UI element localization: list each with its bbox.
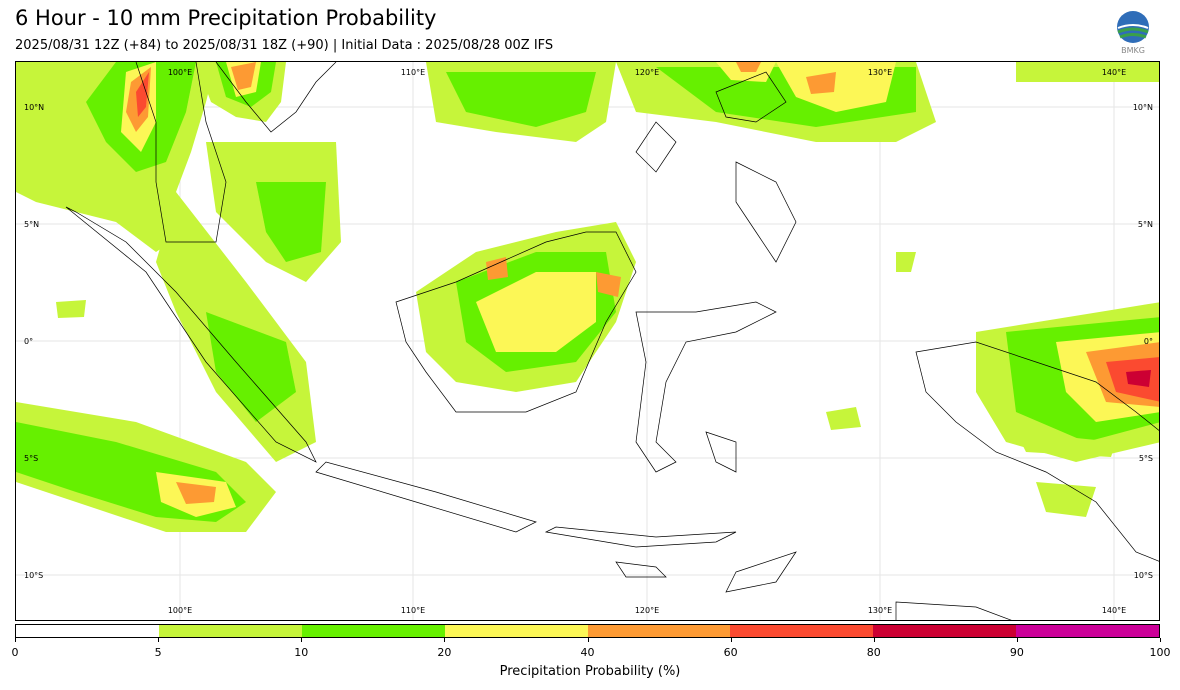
lat-labels-right: 10°N 5°N 0° 5°S 10°S: [1133, 103, 1153, 580]
colorbar-tick-label: 80: [866, 646, 881, 659]
colorbar-tick-mark: [444, 638, 446, 642]
lat-label-left: 10°N: [24, 103, 44, 112]
lon-labels-top: 100°E 110°E 120°E 130°E 140°E: [168, 68, 1126, 77]
bmkg-logo: BMKG: [1114, 10, 1152, 56]
lon-label-top: 100°E: [168, 68, 192, 77]
lon-label-bottom: 100°E: [168, 606, 192, 615]
lat-label-left: 10°S: [24, 571, 43, 580]
colorbar-segment: [301, 625, 445, 637]
colorbar-segment: [444, 625, 588, 637]
colorbar-tick-label: 60: [723, 646, 738, 659]
lat-label-right: 5°N: [1138, 220, 1153, 229]
lon-label-top: 130°E: [868, 68, 892, 77]
colorbar: [15, 624, 1160, 638]
lat-label-left: 5°S: [24, 454, 38, 463]
colorbar-tick-mark: [15, 638, 16, 642]
colorbar-tick-mark: [587, 638, 589, 642]
colorbar-tick-mark: [730, 638, 732, 642]
chart-subtitle: 2025/08/31 12Z (+84) to 2025/08/31 18Z (…: [15, 38, 554, 53]
lon-label-bottom: 130°E: [868, 606, 892, 615]
colorbar-segment: [730, 625, 874, 637]
lat-label-left: 0°: [24, 337, 33, 346]
lon-label-top: 140°E: [1102, 68, 1126, 77]
lon-label-bottom: 110°E: [401, 606, 425, 615]
colorbar-tick-label: 0: [11, 646, 19, 659]
lon-label-top: 120°E: [635, 68, 659, 77]
colorbar-tick-label: 40: [580, 646, 595, 659]
lat-label-right: 10°N: [1133, 103, 1153, 112]
colorbar-tick-label: 90: [1009, 646, 1024, 659]
precipitation-map[interactable]: 100°E 110°E 120°E 130°E 140°E 100°E 110°…: [15, 61, 1160, 621]
colorbar-tick-mark: [873, 638, 875, 642]
colorbar-tick-label: 100: [1149, 646, 1171, 659]
lon-labels-bottom: 100°E 110°E 120°E 130°E 140°E: [168, 606, 1126, 615]
lon-label-bottom: 120°E: [635, 606, 659, 615]
colorbar-segment: [1016, 625, 1159, 637]
logo-text: BMKG: [1121, 46, 1145, 55]
colorbar-tick-label: 10: [294, 646, 309, 659]
colorbar-tick-mark: [1016, 638, 1018, 642]
precip-fields: [16, 62, 1159, 532]
colorbar-segment: [158, 625, 302, 637]
colorbar-segment: [16, 625, 159, 637]
colorbar-segment: [873, 625, 1017, 637]
lat-labels-left: 10°N 5°N 0° 5°S 10°S: [24, 103, 44, 580]
colorbar-tick-mark: [301, 638, 303, 642]
lon-label-bottom: 140°E: [1102, 606, 1126, 615]
map-canvas: 100°E 110°E 120°E 130°E 140°E 100°E 110°…: [16, 62, 1159, 620]
colorbar-tick-label: 20: [437, 646, 452, 659]
lon-label-top: 110°E: [401, 68, 425, 77]
lat-label-right: 0°: [1144, 337, 1153, 346]
colorbar-segment: [587, 625, 731, 637]
colorbar-tick-mark: [1160, 638, 1161, 642]
lat-label-left: 5°N: [24, 220, 39, 229]
chart-title: 6 Hour - 10 mm Precipitation Probability: [15, 6, 437, 30]
colorbar-tick-mark: [158, 638, 160, 642]
coastlines: [65, 62, 1159, 620]
colorbar-tick-label: 5: [154, 646, 162, 659]
colorbar-label: Precipitation Probability (%): [499, 664, 681, 679]
lat-label-right: 10°S: [1134, 571, 1153, 580]
lat-label-right: 5°S: [1139, 454, 1153, 463]
